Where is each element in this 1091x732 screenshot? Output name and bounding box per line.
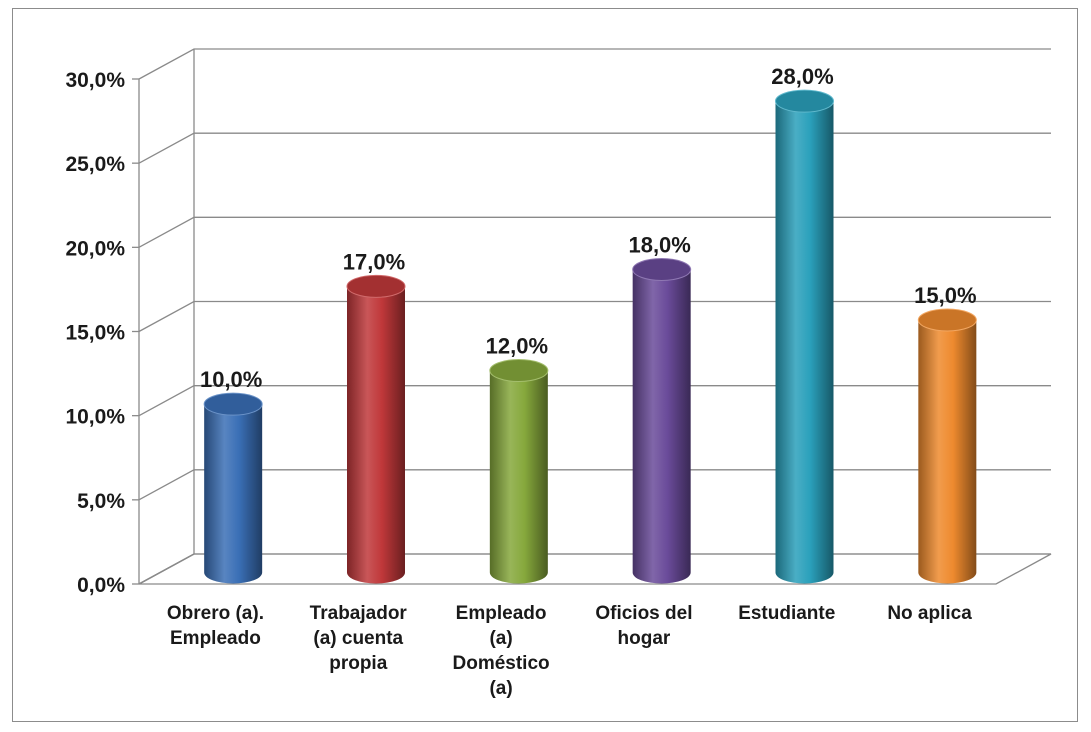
- floor: [138, 553, 1052, 585]
- x-axis-ticks: Obrero (a). Empleado Trabajador (a) cuenta p…: [167, 603, 972, 699]
- bar-top: [203, 392, 263, 416]
- x-tick-label: Trabajador (a) cuenta propia: [310, 603, 408, 674]
- gridline: [138, 553, 1051, 585]
- bar-body: [347, 286, 405, 584]
- x-tick-label: Oficios del hogar: [595, 603, 692, 649]
- bar-body: [632, 269, 691, 584]
- y-axis-ticks: 0,0% 5,0% 10,0% 15,0% 20,0% 25,0% 30,0%: [65, 69, 140, 597]
- data-label: 10,0%: [200, 367, 262, 392]
- gridline: [138, 216, 1051, 248]
- gridline: [138, 300, 1051, 333]
- gridline: [138, 469, 1051, 501]
- gridlines: [138, 48, 1051, 585]
- bar-top: [346, 274, 406, 298]
- bar-top: [775, 89, 834, 113]
- x-tick-label: Empleado (a) Doméstico (a): [453, 603, 550, 699]
- bar-body: [918, 320, 977, 584]
- data-label: 18,0%: [628, 233, 690, 258]
- bars: [203, 89, 977, 584]
- bar-chart: 0,0%5,0%10,0%15,0%20,0%25,0%30,0% 10,0%1…: [65, 48, 1052, 699]
- bar: [917, 308, 977, 584]
- data-label: 28,0%: [771, 64, 833, 89]
- bar: [203, 392, 263, 584]
- x-tick-label: Estudiante: [738, 603, 835, 624]
- bar-top: [632, 258, 692, 281]
- y-tick-label: 15,0%: [65, 322, 125, 345]
- y-tick-label: 30,0%: [65, 69, 125, 92]
- y-tick-label: 5,0%: [77, 490, 125, 513]
- data-label: 12,0%: [486, 334, 548, 359]
- y-tick-label: 10,0%: [65, 406, 125, 429]
- bar-top: [917, 308, 977, 332]
- bar-body: [489, 370, 548, 584]
- gridline: [138, 48, 1051, 80]
- bar-body: [775, 101, 834, 584]
- bar: [632, 258, 692, 584]
- bar: [346, 274, 406, 584]
- y-tick-label: 25,0%: [65, 153, 125, 176]
- bar-body: [204, 404, 263, 584]
- chart-frame: 0,0% 5,0% 10,0% 15,0% 20,0% 25,0% 30,0% 10,0% 1…: [12, 8, 1078, 722]
- x-tick-label: Obrero (a). Empleado: [167, 603, 264, 649]
- y-tick-label: 0,0%: [77, 574, 125, 597]
- bar-top: [489, 359, 549, 382]
- chart-walls: [138, 49, 1052, 585]
- y-tick-label: 20,0%: [65, 237, 125, 260]
- data-label: 17,0%: [343, 249, 405, 274]
- bar: [775, 89, 834, 584]
- data-label: 15,0%: [914, 283, 976, 308]
- gridline: [138, 132, 1051, 164]
- bar: [489, 359, 549, 584]
- data-labels: 10,0% 17,0% 12,0% 18,0% 28,0% 15,0%: [200, 64, 977, 392]
- gridline: [138, 385, 1051, 417]
- x-tick-label: No aplica: [887, 603, 972, 624]
